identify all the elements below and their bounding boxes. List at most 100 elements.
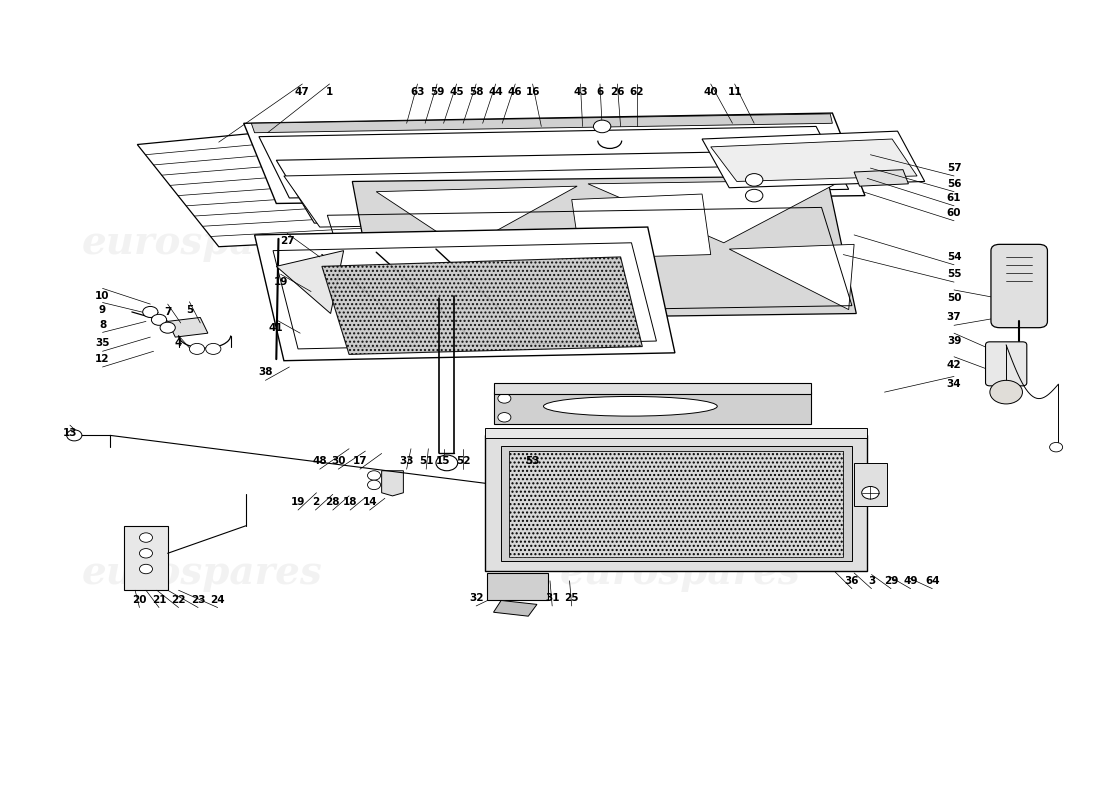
Text: 46: 46 (508, 87, 522, 97)
Text: 63: 63 (410, 87, 425, 97)
Text: 59: 59 (430, 87, 444, 97)
Polygon shape (485, 427, 867, 438)
Polygon shape (167, 318, 208, 337)
Polygon shape (508, 451, 844, 558)
Circle shape (498, 413, 510, 422)
Text: 30: 30 (331, 456, 345, 466)
Text: 23: 23 (191, 594, 206, 605)
Polygon shape (854, 463, 887, 506)
Text: 26: 26 (610, 87, 625, 97)
Text: 57: 57 (947, 163, 961, 173)
Polygon shape (854, 170, 909, 186)
Text: 60: 60 (947, 208, 961, 218)
Polygon shape (711, 139, 917, 182)
Text: 14: 14 (362, 497, 377, 507)
Polygon shape (382, 470, 404, 496)
Polygon shape (273, 242, 657, 349)
Text: 36: 36 (845, 576, 859, 586)
Polygon shape (494, 382, 811, 394)
Circle shape (746, 190, 763, 202)
Text: 4: 4 (175, 338, 183, 349)
Text: 27: 27 (279, 236, 295, 246)
Circle shape (990, 380, 1023, 404)
Polygon shape (572, 194, 711, 258)
Text: 52: 52 (455, 456, 471, 466)
Text: 29: 29 (884, 576, 899, 586)
Circle shape (143, 306, 158, 318)
Circle shape (140, 564, 153, 574)
Polygon shape (376, 250, 485, 314)
Text: eurospares: eurospares (82, 224, 322, 262)
Text: 12: 12 (96, 354, 110, 364)
Text: 55: 55 (947, 270, 961, 279)
Text: 64: 64 (925, 576, 939, 586)
Circle shape (152, 314, 166, 326)
Ellipse shape (543, 397, 717, 416)
Text: 24: 24 (210, 594, 225, 605)
Text: 25: 25 (564, 593, 579, 603)
Text: 62: 62 (629, 87, 645, 97)
Text: 21: 21 (152, 594, 166, 605)
Polygon shape (376, 186, 578, 249)
Text: 34: 34 (947, 379, 961, 390)
Circle shape (206, 343, 221, 354)
Polygon shape (276, 250, 343, 314)
Text: 45: 45 (449, 87, 464, 97)
Text: 61: 61 (947, 193, 961, 203)
Text: 44: 44 (488, 87, 503, 97)
Text: 33: 33 (399, 456, 414, 466)
Text: 5: 5 (186, 305, 192, 314)
Circle shape (593, 120, 611, 133)
Text: 31: 31 (544, 593, 560, 603)
Polygon shape (487, 573, 548, 601)
Text: 1: 1 (326, 87, 333, 97)
Text: 28: 28 (326, 497, 340, 507)
Text: 32: 32 (469, 593, 483, 603)
Text: 15: 15 (437, 456, 451, 466)
Polygon shape (494, 392, 811, 423)
Circle shape (140, 549, 153, 558)
Text: eurospares: eurospares (560, 554, 801, 592)
Text: 9: 9 (99, 306, 106, 315)
Polygon shape (702, 131, 925, 188)
Polygon shape (352, 176, 856, 320)
Circle shape (161, 322, 175, 333)
Polygon shape (508, 451, 844, 556)
Text: eurospares: eurospares (82, 554, 322, 592)
Text: 37: 37 (947, 313, 961, 322)
Text: 22: 22 (172, 594, 186, 605)
Text: 48: 48 (312, 456, 327, 466)
Circle shape (861, 486, 879, 499)
Polygon shape (138, 129, 376, 246)
Text: 49: 49 (903, 576, 917, 586)
Circle shape (1049, 442, 1063, 452)
Text: 58: 58 (469, 87, 483, 97)
Text: 39: 39 (947, 336, 961, 346)
Circle shape (436, 455, 458, 470)
Polygon shape (494, 601, 537, 616)
Text: 16: 16 (526, 87, 540, 97)
Polygon shape (254, 227, 675, 361)
Text: 42: 42 (947, 360, 961, 370)
Text: 13: 13 (63, 428, 77, 438)
Text: 56: 56 (947, 179, 961, 189)
Polygon shape (502, 446, 851, 561)
Polygon shape (244, 113, 865, 203)
Polygon shape (124, 526, 167, 590)
Polygon shape (276, 151, 827, 223)
Text: 41: 41 (270, 322, 284, 333)
Polygon shape (284, 166, 813, 227)
Circle shape (746, 174, 763, 186)
FancyBboxPatch shape (986, 342, 1026, 386)
Polygon shape (588, 180, 844, 242)
Circle shape (367, 480, 381, 490)
Circle shape (498, 394, 510, 403)
Text: 2: 2 (311, 497, 319, 507)
Polygon shape (322, 257, 642, 354)
Text: 11: 11 (727, 87, 741, 97)
Text: 18: 18 (343, 497, 358, 507)
Text: 20: 20 (132, 594, 146, 605)
Polygon shape (485, 435, 867, 571)
Text: 10: 10 (96, 291, 110, 302)
Polygon shape (251, 114, 833, 133)
